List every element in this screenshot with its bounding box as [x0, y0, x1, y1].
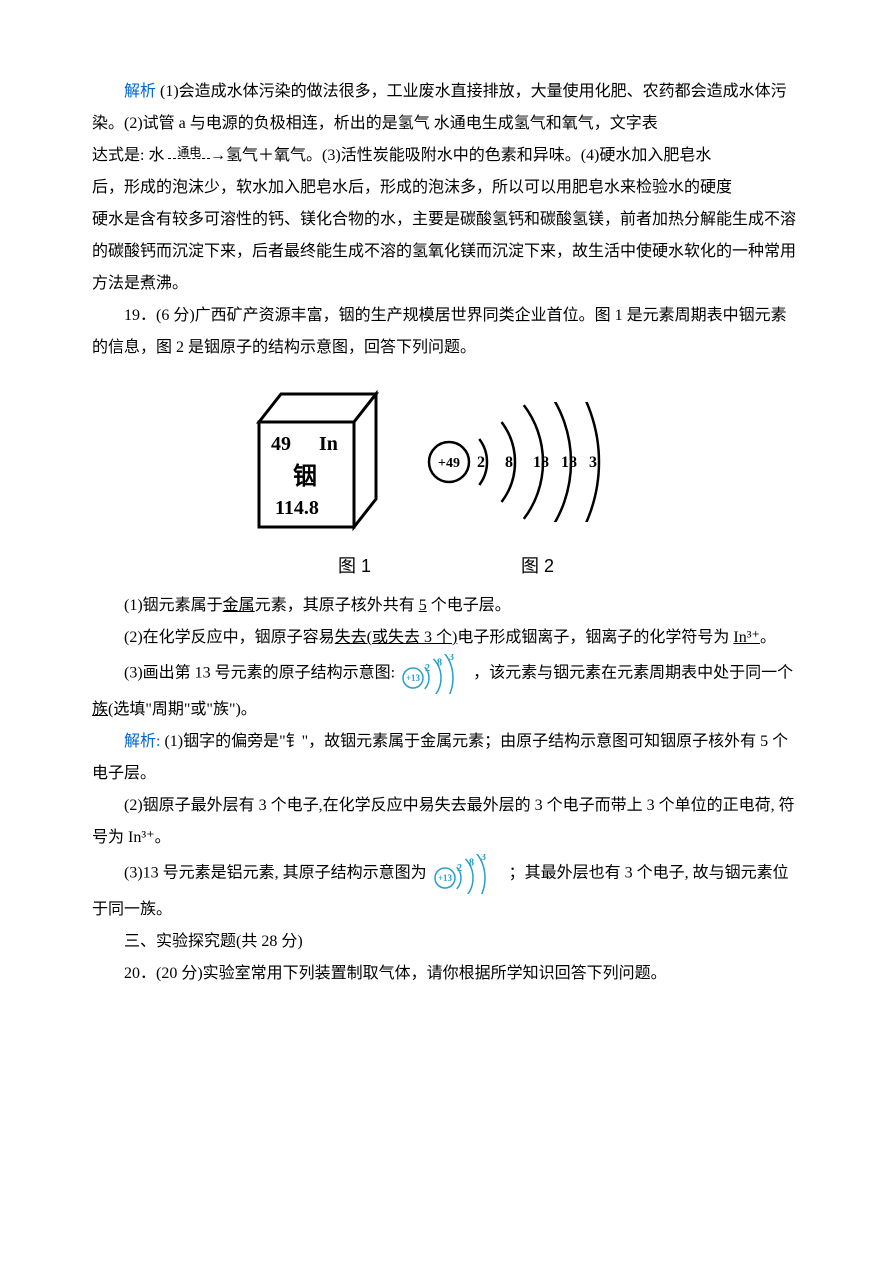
q19-sub1: (1)铟元素属于金属元素，其原子核外共有 5 个电子层。 [92, 590, 800, 622]
ans-1b: 5 [419, 597, 427, 614]
text: 三、实验探究题(共 28 分) [124, 933, 303, 950]
section-3-heading: 三、实验探究题(共 28 分) [92, 926, 800, 958]
svg-text:+13: +13 [438, 873, 453, 883]
text: (1)铟字的偏旁是"钅"，故铟元素属于金属元素；由原子结构示意图可知铟原子核外有… [92, 733, 788, 782]
jiexi-1: 解析: (1)铟字的偏旁是"钅"，故铟元素属于金属元素；由原子结构示意图可知铟原… [92, 726, 800, 790]
q20-text: 20．(20 分)实验室常用下列装置制取气体，请你根据所学知识回答下列问题。 [92, 958, 800, 990]
label-jiexi: 解析 [124, 83, 156, 100]
svg-text:2: 2 [425, 663, 430, 674]
svg-text:8: 8 [437, 657, 442, 668]
label-jiexi: 解析: [124, 733, 160, 750]
svg-text:铟: 铟 [293, 462, 317, 490]
q19-text: 19．(6 分)广西矿产资源丰富，铟的生产规模居世界同类企业首位。图 1 是元素… [92, 300, 800, 364]
text: 19．(6 分)广西矿产资源丰富，铟的生产规模居世界同类企业首位。图 1 是元素… [92, 307, 787, 356]
t-a: (2)在化学反应中，铟原子容易 [124, 629, 335, 646]
t-a: (3)画出第 13 号元素的原子结构示意图: [124, 665, 399, 682]
text: 后，形成的泡沫少，软水加入肥皂水后，形成的泡沫多，所以可以用肥皂水来检验水的硬度 [92, 179, 732, 196]
ans-3: 族 [92, 701, 108, 718]
jiexi-3: (3)13 号元素是铝元素, 其原子结构示意图为 +13283 ；其最外层也有 … [92, 854, 800, 926]
svg-text:In: In [319, 433, 338, 455]
svg-text:+49: +49 [438, 456, 460, 471]
svg-text:2: 2 [457, 863, 462, 874]
t-a: (1)铟元素属于 [124, 597, 223, 614]
svg-text:3: 3 [481, 854, 486, 863]
caption-fig1: 图 1 [338, 548, 371, 584]
svg-text:49: 49 [271, 433, 291, 455]
svg-text:8: 8 [469, 857, 474, 868]
text: 硬水是含有较多可溶性的钙、镁化合物的水，主要是碳酸氢钙和碳酸氢镁，前者加热分解能… [92, 211, 796, 292]
caption-fig2: 图 2 [521, 548, 554, 584]
explanation-p2: 达式是: 水 通电 →氢气＋氧气。(3)活性炭能吸附水中的色素和异味。(4)硬水加… [92, 140, 800, 172]
svg-text:18: 18 [561, 454, 577, 471]
figure-1-svg: 49 In铟 114.8 [241, 382, 381, 542]
arrow-top-label: 通电 [177, 145, 201, 159]
q19-sub3: (3)画出第 13 号元素的原子结构示意图: +13 283 ，该元素与铟元素在元素… [92, 654, 800, 726]
text: (1)会造成水体污染的做法很多，工业废水直接排放，大量使用化肥、农药都会造成水体… [92, 83, 787, 132]
t-a: (3)13 号元素是铝元素, 其原子结构示意图为 [124, 865, 431, 882]
t-c: 。 [760, 629, 776, 646]
ans-2a: 失去(或失去 3 个) [335, 629, 458, 646]
svg-text:3: 3 [589, 454, 597, 471]
figure-row: 49 In铟 114.8 +49 2 8 18 18 3 [92, 382, 800, 542]
svg-text:3: 3 [449, 654, 454, 663]
t-b: 电子形成铟离子，铟离子的化学符号为 [457, 629, 733, 646]
ans-1a: 金属 [223, 597, 255, 614]
figure-captions: 图 1 图 2 [92, 548, 800, 584]
jiexi-2: (2)铟原子最外层有 3 个电子,在化学反应中易失去最外层的 3 个电子而带上 … [92, 790, 800, 854]
text: 20．(20 分)实验室常用下列装置制取气体，请你根据所学知识回答下列问题。 [124, 965, 667, 982]
t-b: 元素，其原子核外共有 [255, 597, 419, 614]
atom-13-diagram-1: +13 283 [401, 654, 471, 694]
explanation-p1: 解析 (1)会造成水体污染的做法很多，工业废水直接排放，大量使用化肥、农药都会造… [92, 76, 800, 140]
explanation-p4: 硬水是含有较多可溶性的钙、镁化合物的水，主要是碳酸氢钙和碳酸氢镁，前者加热分解能… [92, 204, 800, 300]
figure-2-svg: +49 2 8 18 18 3 [421, 402, 651, 522]
text-a: 达式是: 水 [92, 147, 168, 164]
t-c: 个电子层。 [427, 597, 511, 614]
svg-text:18: 18 [533, 454, 549, 471]
q19-sub2: (2)在化学反应中，铟原子容易失去(或失去 3 个)电子形成铟离子，铟离子的化学… [92, 622, 800, 654]
svg-text:8: 8 [505, 454, 513, 471]
t-b: ，该元素与铟元素在元素周期表中处于同一个 [473, 665, 793, 682]
atom-13-diagram-2: +13 283 [433, 854, 503, 894]
ans-2b: In³⁺ [733, 629, 760, 646]
arrow-group: 通电 [168, 148, 210, 164]
t-c: (选填"周期"或"族")。 [108, 701, 257, 718]
explanation-p3: 后，形成的泡沫少，软水加入肥皂水后，形成的泡沫多，所以可以用肥皂水来检验水的硬度 [92, 172, 800, 204]
text-b: →氢气＋氧气。(3)活性炭能吸附水中的色素和异味。(4)硬水加入肥皂水 [210, 147, 711, 164]
svg-text:114.8: 114.8 [275, 497, 319, 519]
svg-text:2: 2 [477, 454, 485, 471]
text: (2)铟原子最外层有 3 个电子,在化学反应中易失去最外层的 3 个电子而带上 … [92, 797, 795, 846]
svg-text:+13: +13 [406, 673, 421, 683]
